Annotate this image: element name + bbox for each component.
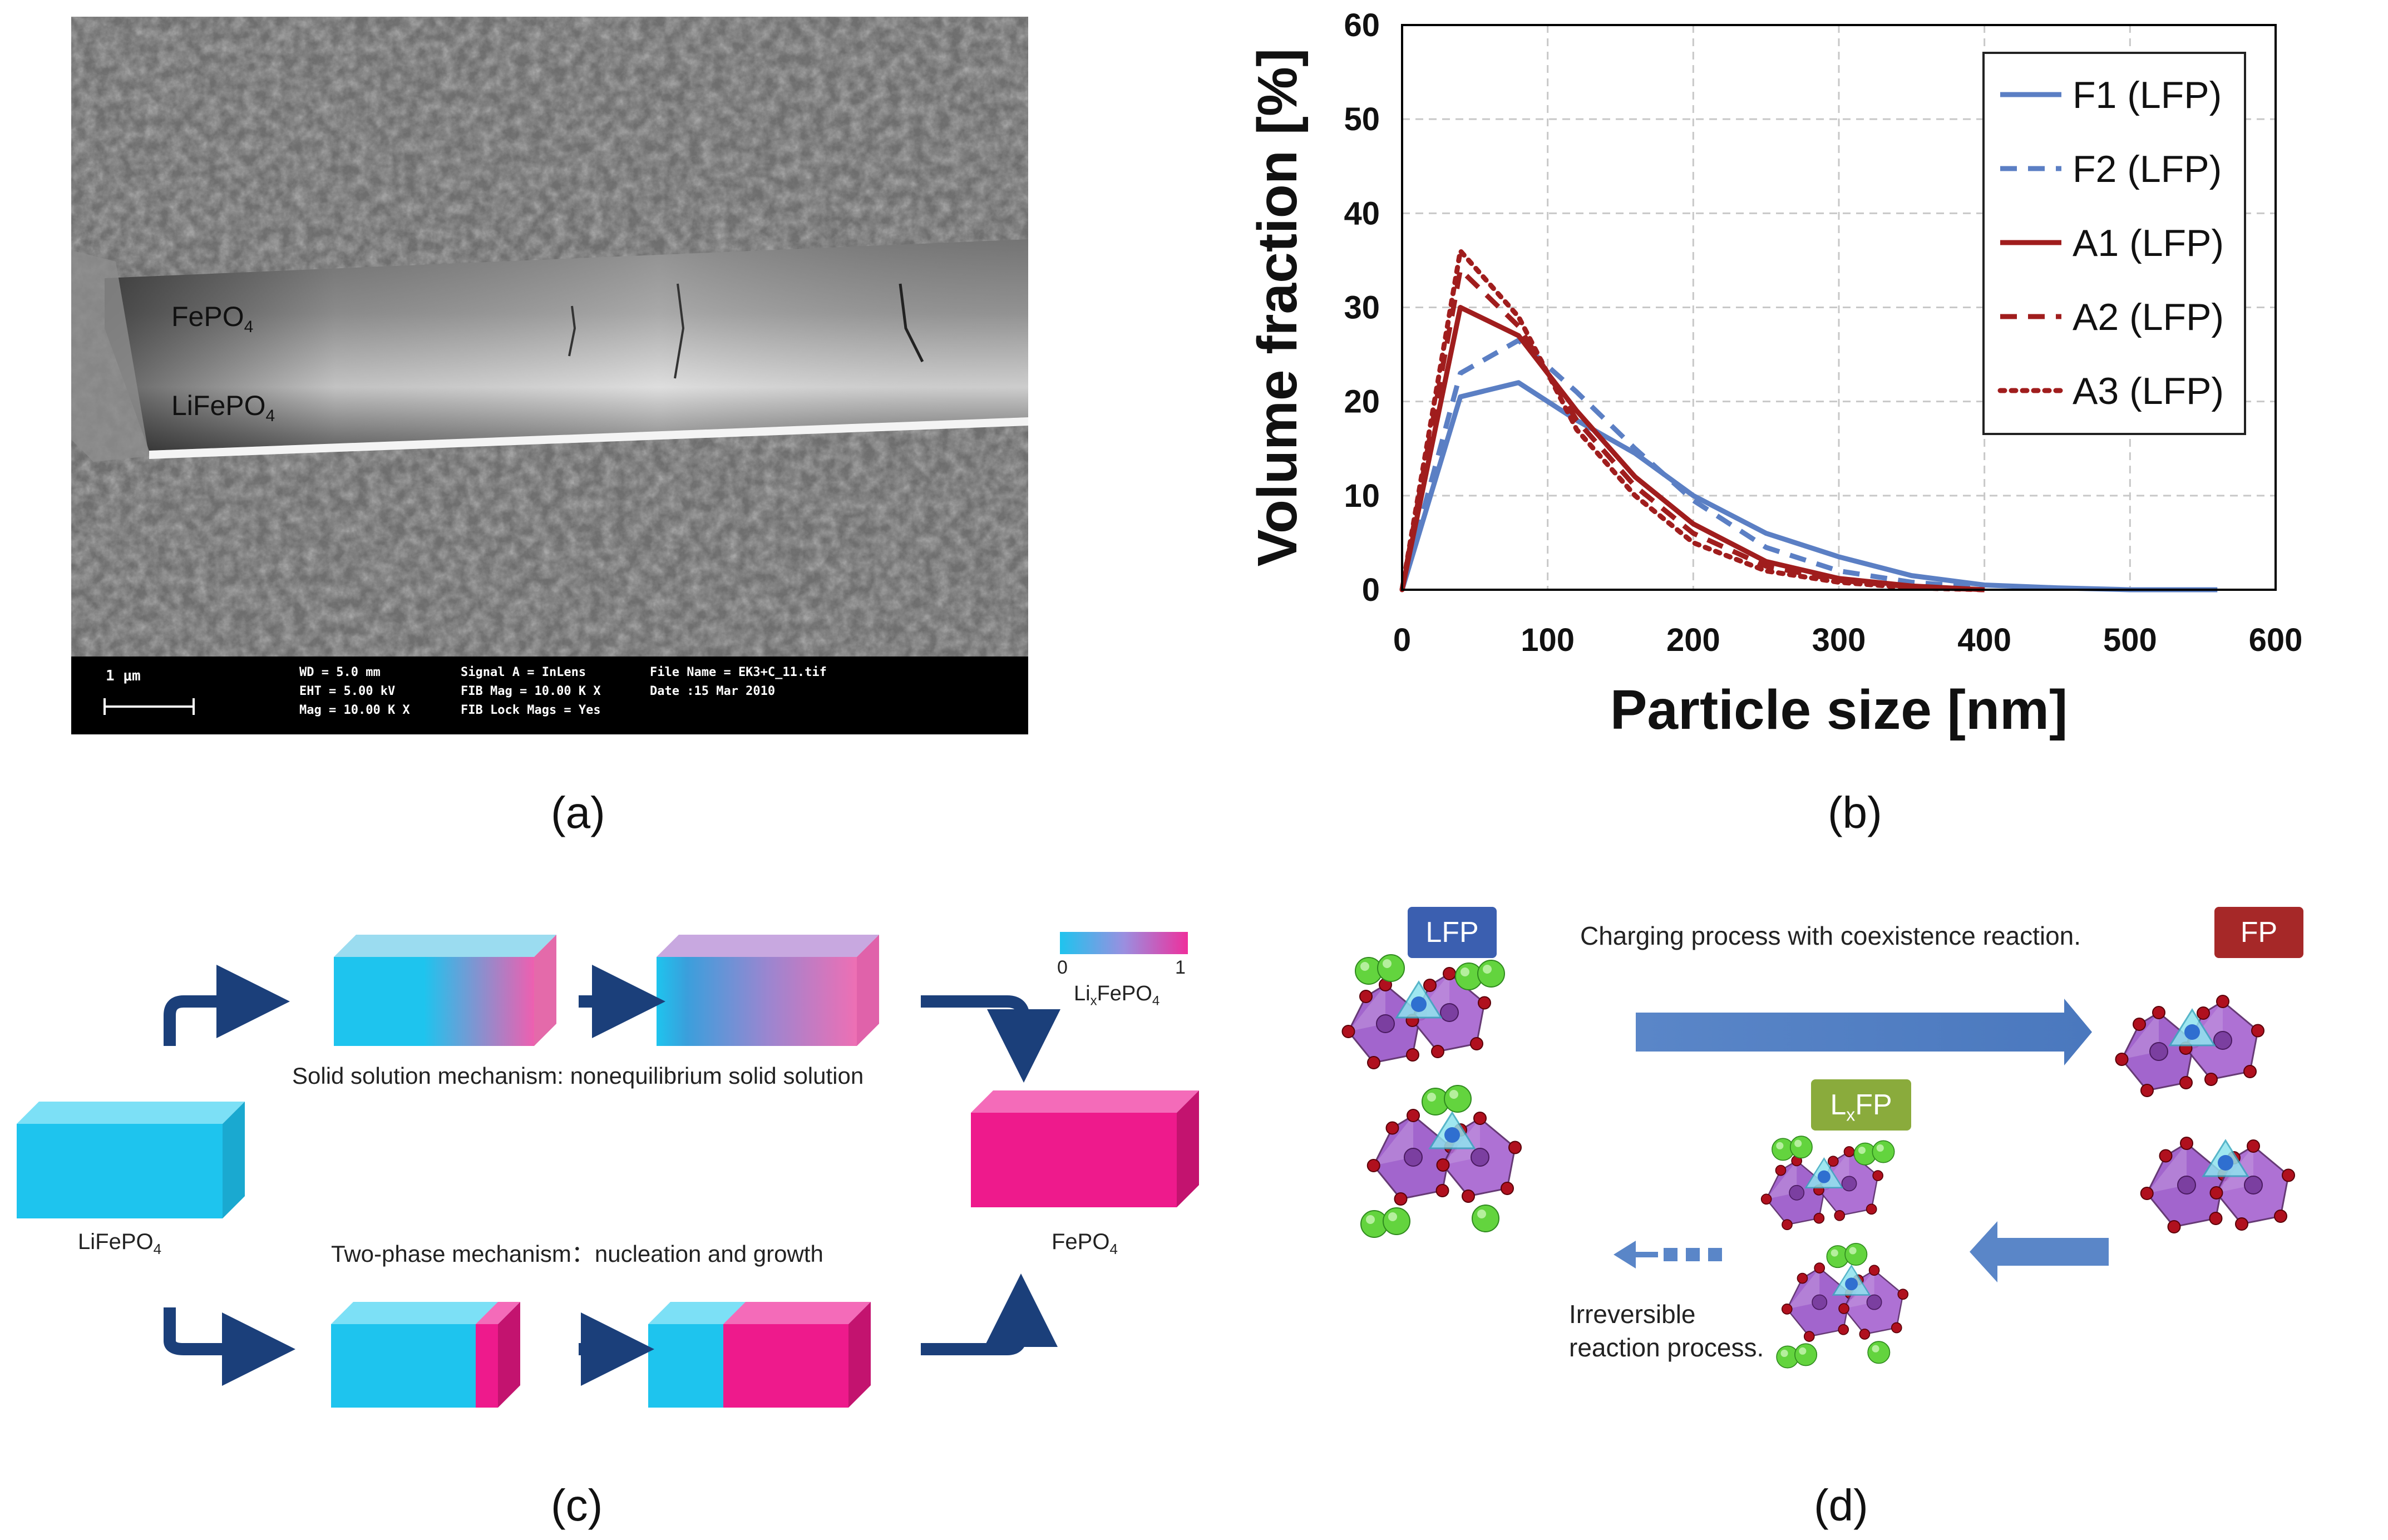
arrow-tp-in [164, 1307, 295, 1386]
colorbar [1060, 932, 1188, 954]
chart-legend: F1 (LFP) F2 (LFP) A1 (LFP) A2 (LFP) A3 (LFP) [1982, 52, 2246, 435]
x-tick-0: 0 [1393, 622, 1411, 658]
sem-label-lifepo4: LiFePO4 [171, 390, 275, 425]
y-tick-6: 60 [1344, 7, 1380, 43]
mechanism-diagram [17, 932, 1199, 1408]
arrow-charging [1636, 999, 2092, 1065]
mechanism-arrows [164, 965, 1060, 1386]
x-tick-5: 500 [2103, 622, 2157, 658]
legend-label-0: F1 (LFP) [2073, 74, 2222, 116]
panel-label-b: (b) [1828, 788, 1882, 837]
block-lifepo4 [17, 1102, 245, 1218]
badge-lfp: LFP [1408, 907, 1497, 958]
chart-lines [1399, 248, 2218, 593]
block-ss-2 [657, 935, 879, 1046]
crystal-lfp [1341, 954, 1522, 1238]
block-ss-1 [334, 935, 556, 1046]
x-axis-label: Particle size [nm] [1610, 679, 2068, 741]
y-tick-0: 0 [1362, 572, 1380, 608]
x-tick-2: 200 [1666, 622, 1720, 658]
series-line-4 [1399, 248, 1987, 593]
legend-label-4: A3 (LFP) [2073, 370, 2224, 412]
solid-solution-caption: Solid solution mechanism: nonequilibrium… [292, 1063, 864, 1089]
plot-frame [1401, 24, 2277, 591]
arrow-return [1970, 1221, 2109, 1282]
crystal-panel: LFP FP LxFP Charging process with coexis… [1280, 890, 2388, 1502]
mechanism-panel: 0 1 LixFePO4 Solid solution mechanism: n… [0, 901, 1224, 1491]
lifepo4-label: LiFePO4 [78, 1230, 162, 1257]
irreversible-caption-1: Irreversible [1569, 1300, 1696, 1329]
arrow-irreversible [1614, 1241, 1722, 1268]
series-line-1 [1399, 338, 1985, 591]
chart-svg: 0 100 200 300 400 500 600 0 10 20 30 40 50 60 Particl… [1246, 7, 2302, 741]
y-tick-1: 10 [1344, 478, 1380, 514]
y-tick-2: 20 [1344, 384, 1380, 420]
legend-label-1: F2 (LFP) [2073, 148, 2222, 190]
panel-label-c: (c) [551, 1480, 603, 1530]
y-tick-5: 50 [1344, 101, 1380, 137]
two-phase-caption: Two-phase mechanism：nucleation and growt… [331, 1241, 823, 1267]
crystal-diagram [1341, 954, 2295, 1369]
crystal-lxfp [1760, 1136, 1909, 1369]
x-tick-1: 100 [1521, 622, 1575, 658]
legend-label-2: A1 (LFP) [2073, 222, 2224, 264]
scale-bar-label: 1 μm [106, 668, 141, 684]
panel-label-a: (a) [551, 788, 605, 837]
arrow-ss-out [921, 995, 1060, 1083]
irreversible-caption-2: reaction process. [1569, 1333, 1764, 1362]
x-tick-6: 600 [2249, 622, 2303, 658]
sem-info-col2: Signal A = InLens FIB Mag = 10.00 K X FI… [461, 665, 601, 717]
block-fepo4 [971, 1090, 1199, 1207]
sem-info-col1: WD = 5.0 mm EHT = 5.00 kV Mag = 10.00 K … [299, 665, 410, 717]
x-tick-4: 400 [1957, 622, 2011, 658]
block-tp-2 [648, 1302, 871, 1408]
badge-lxfp: LxFP [1811, 1079, 1911, 1131]
charging-caption: Charging process with coexistence reacti… [1580, 921, 2081, 950]
y-tick-3: 30 [1344, 290, 1380, 326]
block-tp-1 [331, 1302, 520, 1408]
y-tick-4: 40 [1344, 195, 1380, 231]
arrow-ss-in [164, 965, 290, 1046]
colorbar-min: 0 [1057, 957, 1068, 978]
sem-image [71, 17, 1028, 734]
y-axis-label: Volume fraction [%] [1246, 48, 1309, 567]
colorbar-max: 1 [1175, 957, 1186, 978]
x-tick-3: 300 [1812, 622, 1866, 658]
badge-fp: FP [2214, 907, 2303, 958]
legend-label-3: A2 (LFP) [2073, 296, 2224, 338]
sem-panel: FePO4 LiFePO4 1 μm WD = 5.0 mm EHT = 5.0… [71, 17, 1028, 734]
panel-label-d: (d) [1814, 1480, 1868, 1530]
particle-size-chart: 0 100 200 300 400 500 600 0 10 20 30 40 50 60 Particl… [1224, 0, 2388, 746]
series-line-0 [1399, 380, 2218, 593]
arrow-tp-out [921, 1274, 1058, 1355]
colorbar-label: LixFePO4 [1074, 982, 1160, 1009]
sem-label-fepo4: FePO4 [171, 301, 254, 336]
crystal-fp [2115, 995, 2295, 1233]
series-line-3 [1399, 267, 1985, 593]
sem-info-col3: File Name = EK3+C_11.tif Date :15 Mar 20… [650, 665, 827, 698]
fepo4-label: FePO4 [1052, 1230, 1118, 1257]
chart-ticks: 0 100 200 300 400 500 600 0 10 20 30 40 50 60 [1344, 7, 2302, 658]
